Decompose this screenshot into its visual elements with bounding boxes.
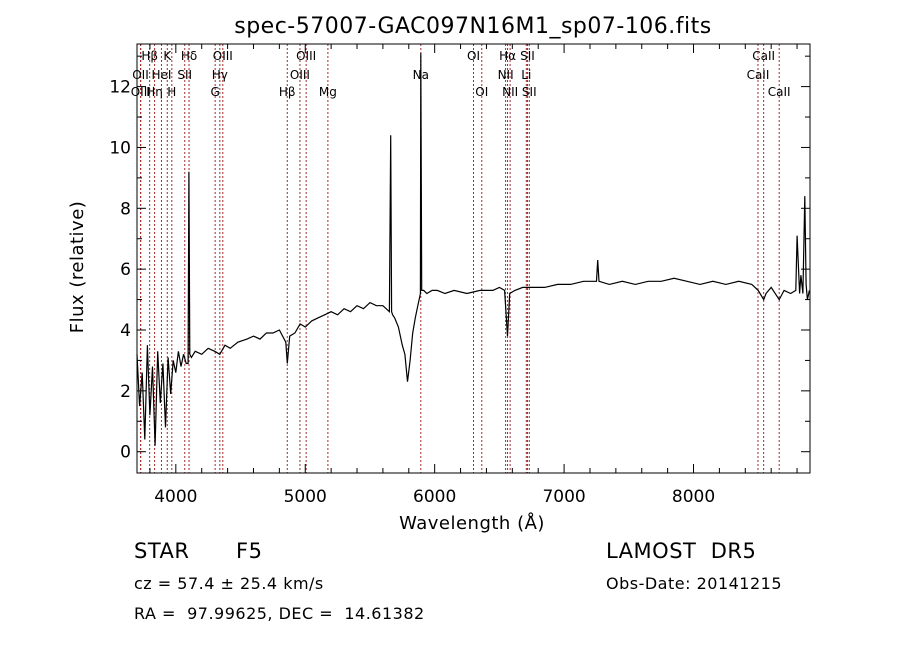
line-marker-label: OI	[467, 49, 480, 63]
line-marker-label: Hβ	[279, 85, 296, 99]
line-marker-label: SII	[520, 49, 535, 63]
line-marker-label: HeI	[151, 68, 171, 82]
redshift-velocity: cz = 57.4 ± 25.4 km/s	[134, 574, 324, 593]
object-subclass: F5	[236, 539, 263, 563]
coordinates: RA = 97.99625, DEC = 14.61382	[134, 604, 425, 623]
line-marker-label: OIII	[213, 49, 233, 63]
line-marker-label: Hδ	[181, 49, 197, 63]
line-marker-label: OIII	[290, 68, 310, 82]
object-class: STAR	[134, 539, 190, 563]
y-axis-label: Flux (relative)	[67, 201, 88, 334]
line-marker-label: OII	[132, 68, 149, 82]
line-marker-label: SII	[522, 85, 537, 99]
line-marker-label: K	[163, 49, 172, 63]
line-marker-label: H	[167, 85, 176, 99]
line-marker-label: CaII	[768, 85, 791, 99]
line-markers	[139, 44, 780, 473]
line-marker-label: CaII	[752, 49, 775, 63]
line-marker-label: Hβ	[141, 49, 158, 63]
line-marker-label: OI	[475, 85, 488, 99]
y-tick-label: 0	[120, 443, 131, 463]
x-tick-label: 4000	[154, 487, 197, 507]
y-tick-label: 2	[120, 382, 131, 402]
y-tick-label: 6	[120, 260, 131, 280]
y-tick-label: 8	[120, 199, 131, 219]
line-marker-label: OIII	[131, 85, 151, 99]
x-axis-label: Wavelength (Å)	[399, 512, 545, 534]
line-marker-label: NII	[502, 85, 518, 99]
line-marker-label: Li	[521, 68, 531, 82]
line-marker-label: Hα	[499, 49, 516, 63]
x-tick-label: 7000	[542, 487, 585, 507]
survey-name: LAMOST DR5	[606, 539, 757, 563]
y-tick-label: 10	[109, 138, 131, 158]
line-marker-label: Hη	[146, 85, 163, 99]
spectrum-line	[136, 53, 810, 446]
y-axis: 0 2 4 6 8 10 12	[109, 55, 810, 463]
x-axis: 4000 5000 6000 7000 8000	[149, 44, 798, 507]
observation-date: Obs-Date: 20141215	[606, 574, 783, 593]
y-tick-label: 12	[109, 78, 131, 98]
line-marker-label: Mg	[319, 85, 337, 99]
line-marker-label: CaII	[747, 68, 770, 82]
x-tick-label: 5000	[284, 487, 327, 507]
chart-title: spec-57007-GAC097N16M1_sp07-106.fits	[234, 14, 712, 39]
line-marker-label: OIII	[296, 49, 316, 63]
y-tick-label: 4	[120, 321, 131, 341]
line-marker-label: SII	[177, 68, 192, 82]
line-marker-label: G	[211, 85, 220, 99]
line-marker-label: NII	[498, 68, 514, 82]
line-marker-label: Hγ	[212, 68, 228, 82]
plot-frame	[136, 43, 811, 474]
x-tick-label: 6000	[413, 487, 456, 507]
x-tick-label: 8000	[672, 487, 715, 507]
